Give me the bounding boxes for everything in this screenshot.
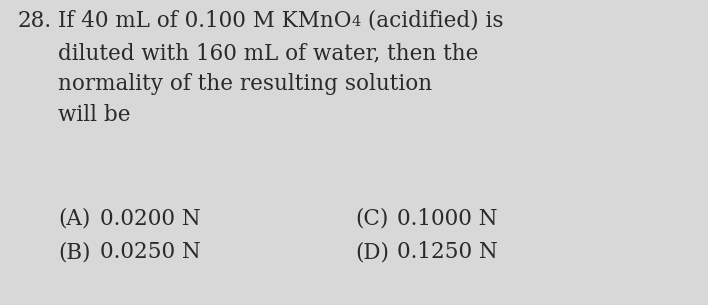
Text: 0.1000 N: 0.1000 N <box>397 208 498 230</box>
Text: 0.1250 N: 0.1250 N <box>397 241 498 263</box>
Text: (D): (D) <box>355 241 389 263</box>
Text: (B): (B) <box>58 241 91 263</box>
Text: diluted with 160 mL of water, then the: diluted with 160 mL of water, then the <box>58 42 479 64</box>
Text: 0.0200 N: 0.0200 N <box>100 208 201 230</box>
Text: 4: 4 <box>351 15 361 29</box>
Text: 28.: 28. <box>18 10 52 32</box>
Text: normality of the resulting solution: normality of the resulting solution <box>58 73 432 95</box>
Text: (A): (A) <box>58 208 91 230</box>
Text: (acidified) is: (acidified) is <box>361 10 503 32</box>
Text: 0.0250 N: 0.0250 N <box>100 241 201 263</box>
Text: will be: will be <box>58 104 130 126</box>
Text: If 40 mL of 0.100 M KMnO: If 40 mL of 0.100 M KMnO <box>58 10 351 32</box>
Text: (C): (C) <box>355 208 389 230</box>
